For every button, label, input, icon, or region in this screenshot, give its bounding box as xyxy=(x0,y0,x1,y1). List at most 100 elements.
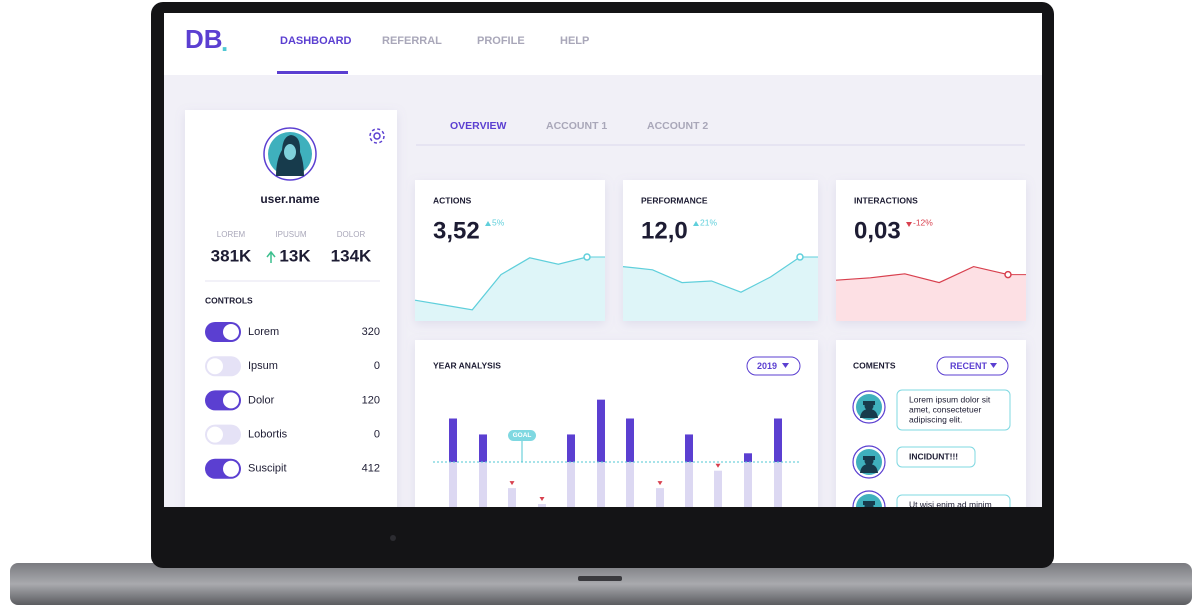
bar-above-goal xyxy=(597,399,605,462)
stat-value: 381K xyxy=(211,246,252,265)
control-value: 320 xyxy=(362,326,380,338)
trend-area xyxy=(836,266,1008,321)
trend-tail xyxy=(1008,274,1026,321)
control-value: 0 xyxy=(374,360,380,372)
bar-below-goal xyxy=(626,462,634,507)
kpi-value: 0,03 xyxy=(854,217,901,244)
avatar-face xyxy=(284,144,296,160)
trend-tail xyxy=(800,257,818,321)
control-label: Ipsum xyxy=(248,360,278,372)
bar-below-goal xyxy=(714,470,722,507)
control-label: Suscipit xyxy=(248,463,287,475)
toggle-knob xyxy=(223,392,239,409)
chart-title: YEAR ANALYSIS xyxy=(433,360,501,370)
goal-label: GOAL xyxy=(513,432,532,439)
bar-below-goal xyxy=(508,488,516,507)
comment-text: INCIDUNT!!! xyxy=(909,451,958,461)
control-label: Dolor xyxy=(248,394,275,406)
change-arrow xyxy=(693,221,699,226)
change-arrow xyxy=(906,222,912,227)
comment-text: adipiscing elit. xyxy=(909,414,962,424)
filter-label: RECENT xyxy=(950,361,988,371)
kpi-value: 12,0 xyxy=(641,217,688,244)
comment-text: amet, consectetuer xyxy=(909,404,981,414)
toggle-knob xyxy=(223,324,239,340)
miss-marker xyxy=(715,463,721,468)
stat-value: 134K xyxy=(331,246,372,265)
bar-above-goal xyxy=(626,418,634,462)
trend-line xyxy=(835,265,1009,284)
goal-badge xyxy=(508,430,536,441)
control-label: Lobortis xyxy=(248,429,288,441)
comment-avatar-face xyxy=(864,401,874,411)
kpi-change: -12% xyxy=(913,217,933,227)
toggle-knob xyxy=(207,426,223,443)
control-value: 412 xyxy=(362,463,380,475)
laptop-base xyxy=(10,563,1192,605)
comments-title: COMENTS xyxy=(853,360,896,370)
control-value: 0 xyxy=(374,429,380,441)
control-label: Lorem xyxy=(248,326,279,338)
bar-below-goal xyxy=(656,488,664,507)
miss-marker xyxy=(539,497,545,502)
username: user.name xyxy=(260,192,320,206)
bar-above-goal xyxy=(744,453,752,462)
kpi-title: PERFORMANCE xyxy=(641,195,708,205)
nav-item[interactable]: PROFILE xyxy=(477,35,525,47)
stat-label: DOLOR xyxy=(337,230,366,239)
up-arrow xyxy=(266,250,276,263)
header xyxy=(164,13,1042,75)
filter-button[interactable] xyxy=(936,356,1009,376)
bar-below-goal xyxy=(685,462,693,507)
logo-dot: . xyxy=(221,27,228,57)
trend-area xyxy=(623,257,800,321)
settings-icon[interactable] xyxy=(369,128,385,144)
stat-label: LOREM xyxy=(217,230,246,239)
comment-bubble xyxy=(896,494,1011,507)
kpi-change: 5% xyxy=(492,217,505,227)
miss-marker xyxy=(509,481,515,486)
bar-above-goal xyxy=(567,434,575,462)
kpi-title: ACTIONS xyxy=(433,195,472,205)
bar-above-goal xyxy=(449,418,457,462)
toggle-knob xyxy=(207,358,223,375)
screen: DB. DASHBOARD REFERRAL PROFILE HELP user.name… xyxy=(164,13,1042,509)
trend-end xyxy=(1004,270,1012,279)
control-value: 120 xyxy=(362,394,380,406)
filter-button[interactable] xyxy=(746,356,801,376)
bar-above-goal xyxy=(685,434,693,462)
comment-avatar-face xyxy=(864,501,874,507)
section-title: CONTROLS xyxy=(205,295,253,305)
stat-label: IPUSUM xyxy=(275,230,306,239)
kpi-value: 3,52 xyxy=(433,217,480,244)
toggle-knob xyxy=(223,460,239,477)
stat-value: 13K xyxy=(279,246,311,265)
trend-line xyxy=(414,256,588,311)
trend-line xyxy=(622,256,801,293)
tab[interactable]: ACCOUNT 2 xyxy=(647,120,708,132)
tab[interactable]: OVERVIEW xyxy=(450,120,506,132)
nav-item[interactable]: HELP xyxy=(560,35,589,47)
nav-underline xyxy=(277,71,348,74)
kpi-change: 21% xyxy=(700,217,717,227)
camera xyxy=(390,535,396,541)
nav-item[interactable]: REFERRAL xyxy=(382,35,442,47)
bar-below-goal xyxy=(538,504,546,507)
bar-below-goal xyxy=(774,462,782,507)
bar-above-goal xyxy=(479,434,487,462)
dropdown-arrow xyxy=(782,363,789,368)
comment-avatar xyxy=(856,494,882,507)
dropdown-arrow xyxy=(990,363,997,368)
kpi-title: INTERACTIONS xyxy=(854,195,918,205)
comment-avatar-face xyxy=(864,456,874,466)
bar-below-goal xyxy=(744,462,752,507)
trend-area xyxy=(415,257,587,321)
bar-below-goal xyxy=(597,462,605,507)
nav-item[interactable]: DASHBOARD xyxy=(280,35,352,47)
comment-text: Ut wisi enim ad minim xyxy=(909,499,992,509)
bar-below-goal xyxy=(449,462,457,507)
filter-label: 2019 xyxy=(757,361,777,371)
bar-below-goal xyxy=(567,462,575,507)
tab[interactable]: ACCOUNT 1 xyxy=(546,120,607,132)
